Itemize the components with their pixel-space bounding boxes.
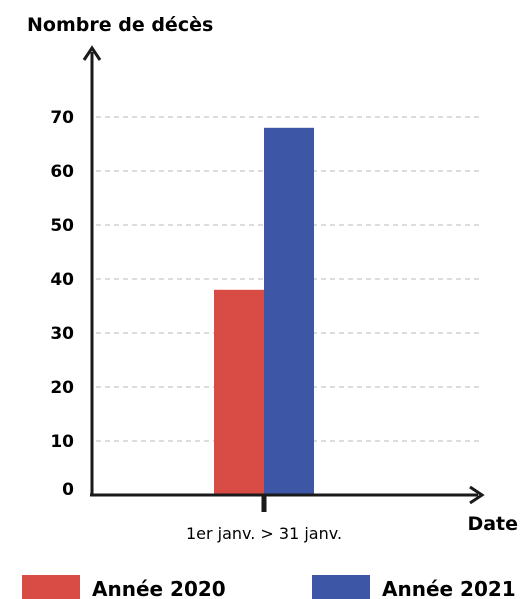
y-tick-labels: 0 10 20 30 40 50 60 70 (50, 108, 74, 500)
x-axis-arrow (469, 485, 485, 505)
legend: Année 2020 Année 2021 (22, 575, 516, 599)
y-tick-label-50: 50 (50, 216, 74, 236)
bar-2020 (214, 289, 264, 495)
legend-swatch-2021 (312, 575, 370, 599)
y-tick-label-70: 70 (50, 108, 74, 128)
y-tick-label-10: 10 (50, 432, 74, 452)
legend-label-2021: Année 2021 (382, 577, 516, 599)
legend-swatch-2020 (22, 575, 80, 599)
bar-2021 (264, 127, 314, 496)
y-tick-label-40: 40 (50, 270, 74, 290)
x-category-label: 1er janv. > 31 janv. (186, 524, 342, 543)
y-axis-arrow (82, 45, 102, 61)
bars (214, 127, 314, 496)
y-tick-label-60: 60 (50, 162, 74, 182)
y-tick-label-0: 0 (62, 480, 74, 500)
x-axis-label: Date (467, 513, 518, 535)
y-tick-label-30: 30 (50, 324, 74, 344)
y-axis-label: Nombre de décès (27, 14, 213, 36)
y-tick-label-20: 20 (50, 378, 74, 398)
legend-label-2020: Année 2020 (92, 577, 226, 599)
axes (82, 45, 485, 512)
